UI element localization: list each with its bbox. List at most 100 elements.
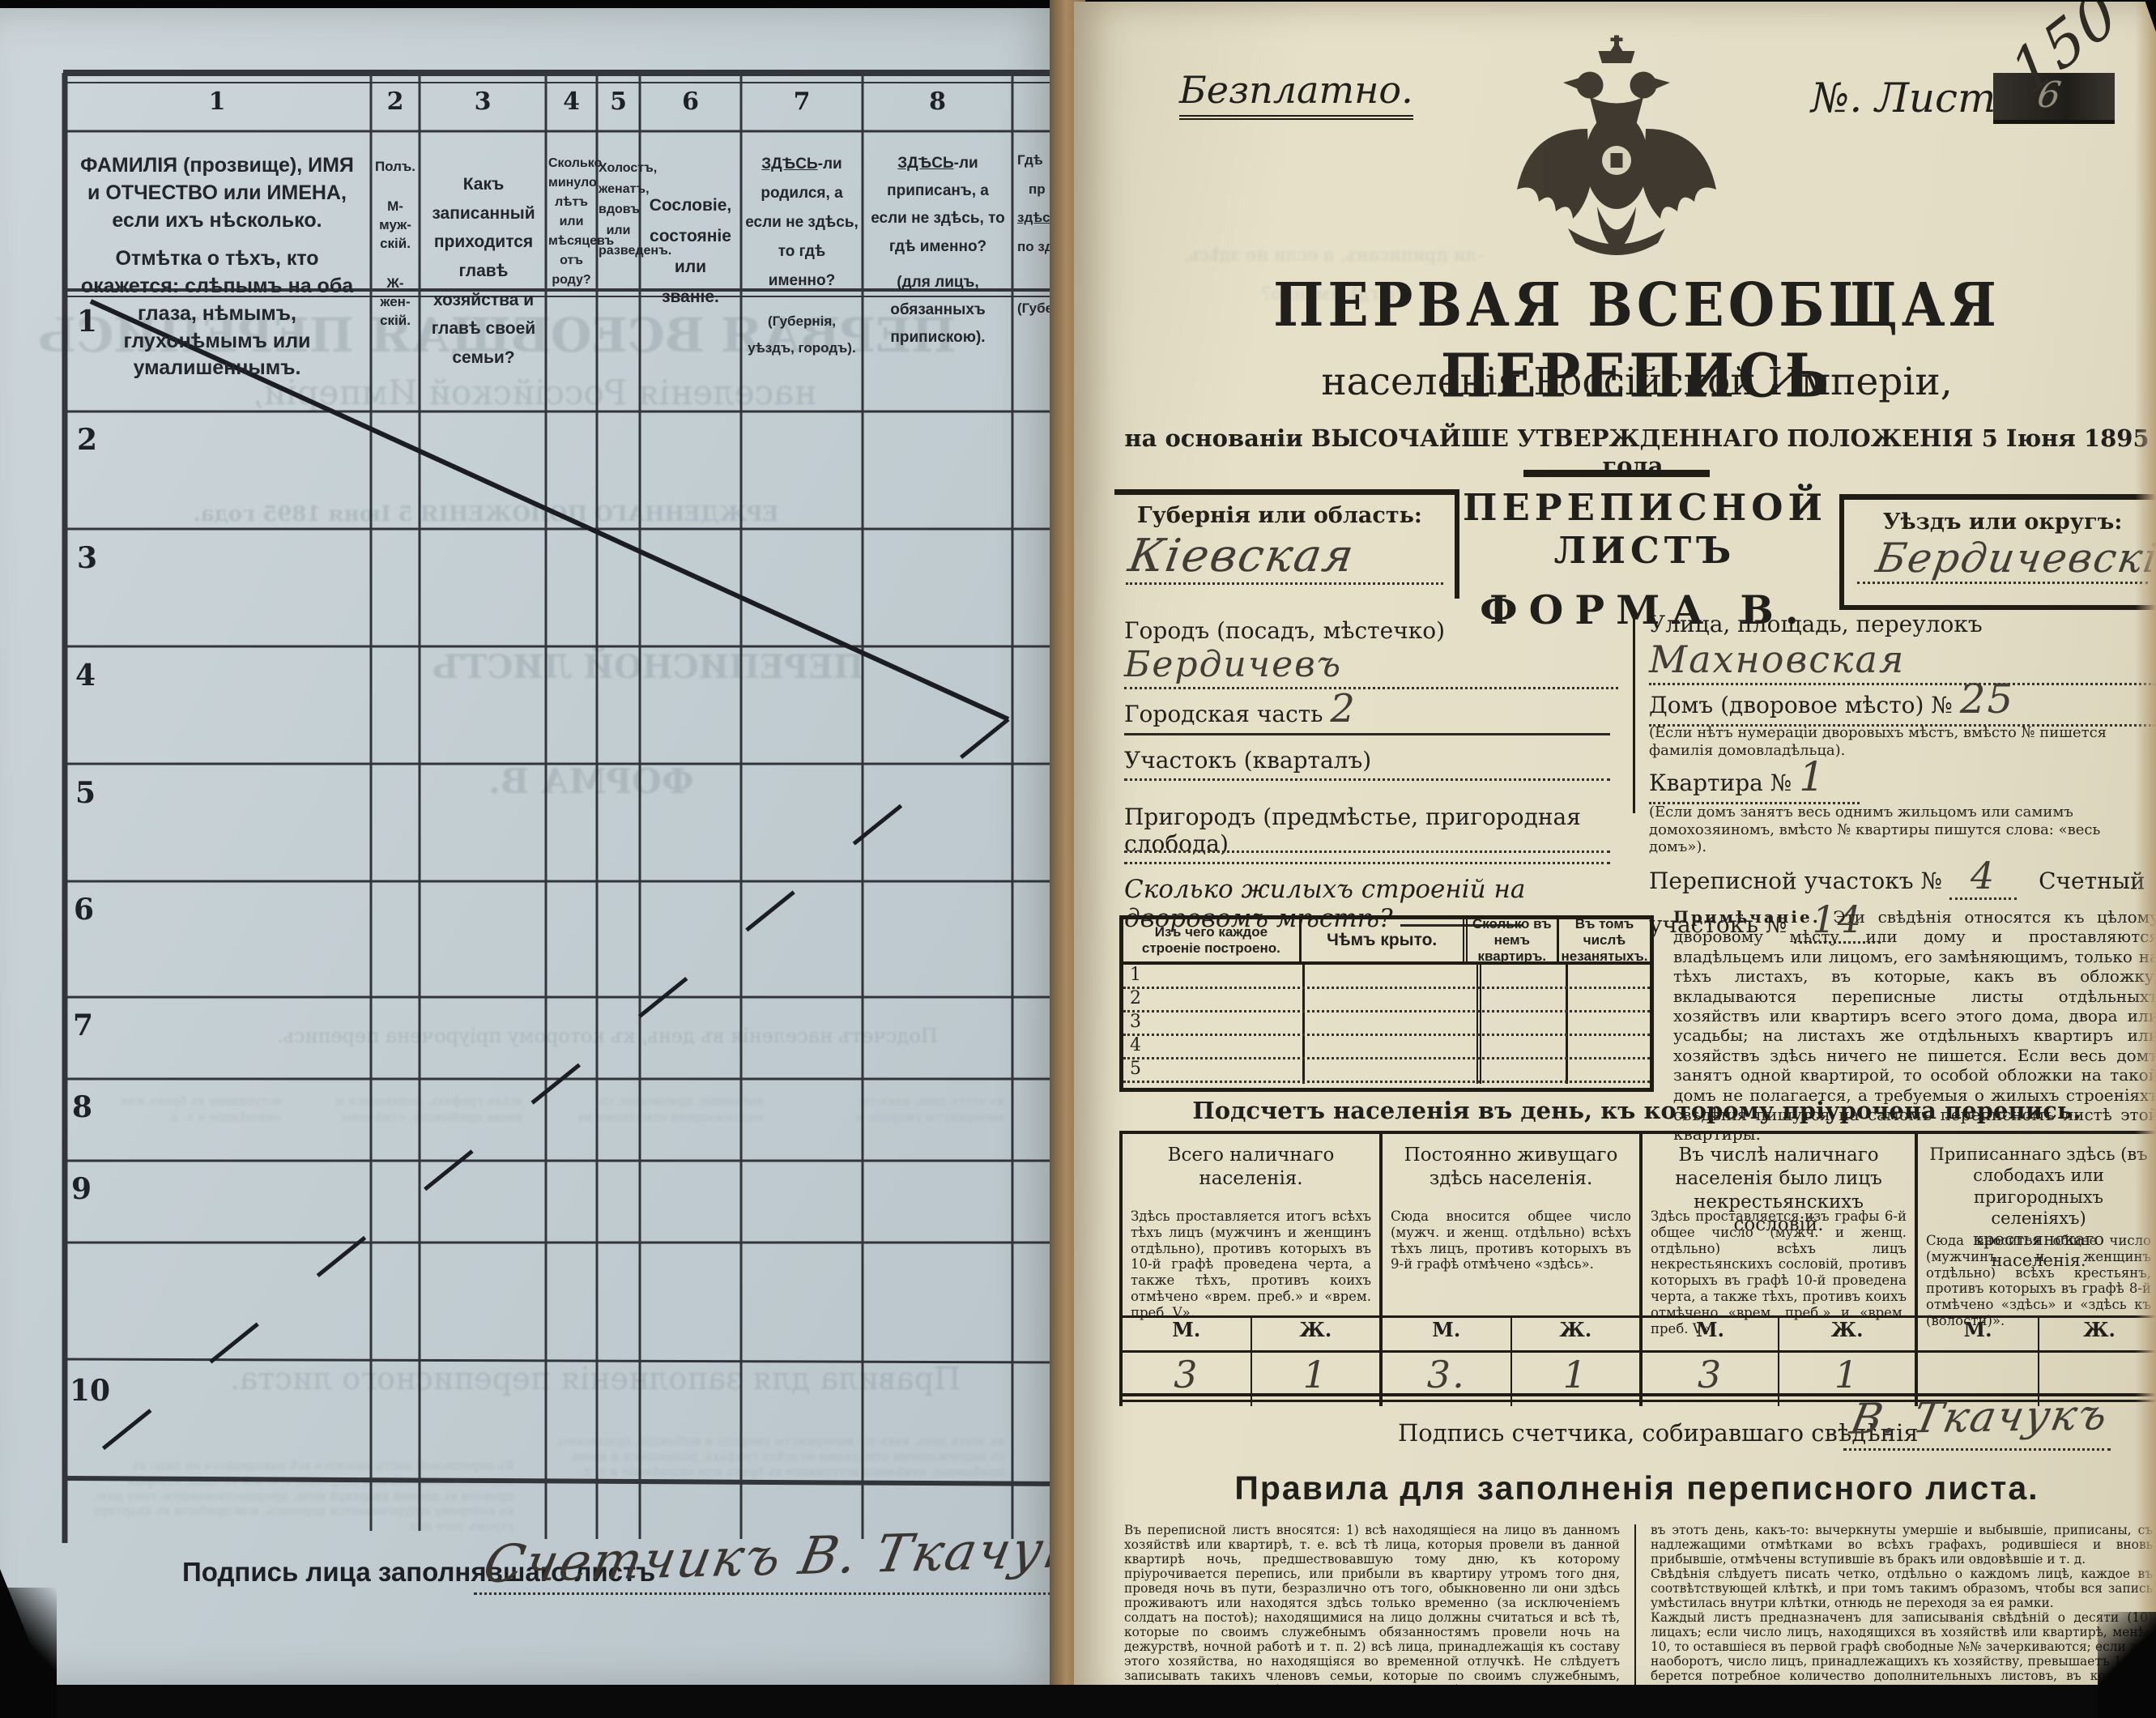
count-value-female: 1 (1302, 1353, 1328, 1396)
buildings-row-number: 2 (1130, 988, 1141, 1008)
note-label: Примѣчаніе. (1673, 907, 1821, 927)
row-number: 6 (74, 893, 95, 927)
count-value-male: 3. (1426, 1353, 1466, 1396)
col-number-4: 4 (563, 87, 580, 116)
census-area-field: Переписной участокъ № 4 Счетный участокъ… (1649, 854, 2156, 944)
count-area-label: Счетный участокъ № (1649, 868, 2145, 938)
house-label: Домъ (дворовое мѣсто) № (1649, 692, 1953, 718)
left-page: ПЕРВАЯ ВСЕОБЩАЯ ПЕРЕПИСЬ населенія Россі… (0, 8, 1063, 1686)
house-value: 25 (1959, 676, 2015, 723)
rules-column-2: въ этотъ день, какъ-то: вычеркнуты умерш… (1651, 1523, 2153, 1706)
row-number: 4 (75, 659, 96, 693)
header-col9-frag: пр (1029, 181, 1046, 197)
form-heading: ПЕРЕПИСНОЙ ЛИСТЪ ФОРМА В. (1463, 486, 1827, 633)
col-number-7: 7 (793, 87, 811, 116)
filler-signature-label: Подпись лица заполнявшаго листъ (182, 1557, 656, 1587)
left-table-grid (62, 70, 1063, 1543)
count-col-registered-peasant: Приписаннаго здѣсь (въ слободахъ или при… (1915, 1134, 2156, 1406)
female-header: Ж. (2038, 1318, 2156, 1350)
header-col6: Сословіе, состояніе или званіе. (649, 196, 732, 307)
header-col3: Какъ записанный приходится главѣ хозяйст… (431, 175, 536, 368)
row-number: 1 (77, 305, 98, 339)
count-table-bottom-rule2 (1119, 1400, 2156, 1402)
header-col1: ФАМИЛІЯ (прозвище), ИМЯ и ОТЧЕСТВО или И… (75, 152, 360, 382)
apartment-value: 1 (1799, 753, 1826, 800)
apartment-note: (Если домъ занятъ весь однимъ жильцомъ и… (1649, 804, 2101, 856)
cancellation-stroke (70, 299, 1010, 1476)
female-header: Ж. (1250, 1318, 1380, 1350)
count-col-desc: Сюда вносится общее число (мужчинъ и жен… (1926, 1233, 2151, 1328)
buildings-table: Изъ чего каждое строеніе построено. Чѣмъ… (1119, 915, 1654, 1092)
house-note: (Если нѣтъ нумераціи дворовыхъ мѣстъ, вм… (1649, 724, 2107, 759)
female-header: Ж. (1510, 1318, 1640, 1350)
header-col8: ЗДѢСЬ-ли приписанъ, а если не здѣсь, то … (868, 150, 1008, 352)
rules-divider (1634, 1524, 1636, 1701)
note-text: Эти свѣдѣнія относятся къ цѣлому дворово… (1673, 907, 2156, 1145)
prigorod-field: Пригородъ (предмѣстье, пригородная слобо… (1124, 804, 1610, 864)
street-label: Улица, площадь, переулокъ (1649, 611, 1983, 637)
title-rule (1523, 470, 1710, 477)
count-col-desc: Здѣсь проставляется итогъ всѣхъ тѣхъ лиц… (1131, 1209, 1371, 1320)
right-page: -ли приписанъ, а если не здѣсь, то гдѣ и… (1074, 2, 2156, 1706)
sheet-number-label: №. Листа (1811, 75, 2021, 121)
city-part-label: Городская часть (1124, 701, 1323, 727)
count-col-permanent: Постоянно живущаго здѣсь населенія. Сюда… (1379, 1134, 1639, 1406)
field-divider (1633, 611, 1635, 813)
header-col8-note: (для лицъ, обязанныхъ припискою). (890, 273, 986, 347)
uezd-label: Уѣздъ или округъ: (1882, 509, 2123, 535)
census-area-label: Переписной участокъ № (1649, 868, 1942, 894)
count-col-desc: Сюда вносится общее число (мужч. и женщ.… (1391, 1209, 1631, 1273)
header-col2: Полъ. М-муж-скій. Ж-жен-скій. (373, 158, 418, 330)
count-table: Всего наличнаго населенія. Здѣсь простав… (1119, 1131, 2156, 1406)
header-col4: Сколько минуло лѣтъ или мѣсяцевъ отъ род… (548, 156, 615, 287)
note-block: Примѣчаніе. Эти свѣдѣнія относятся къ цѣ… (1673, 907, 2156, 1145)
col-number-2: 2 (386, 87, 404, 116)
header-col2-female: Ж-жен-скій. (380, 275, 411, 328)
counter-signature-handwriting: В. Ткачукъ (1846, 1391, 2113, 1444)
house-field: Домъ (дворовое мѣсто) № 25 (1649, 676, 2155, 727)
apartment-field: Квартира № 1 (1649, 753, 1892, 804)
gubernia-value: Кіевская (1124, 530, 1359, 582)
city-value: Бердичевъ (1124, 644, 1343, 685)
buildings-row-number: 5 (1130, 1059, 1141, 1079)
header-col1-names: ФАМИЛІЯ (прозвище), ИМЯ и ОТЧЕСТВО или И… (80, 154, 354, 232)
count-col-title: Приписаннаго здѣсь (въ слободахъ или при… (1929, 1145, 2148, 1271)
male-header: М. (1432, 1318, 1461, 1341)
prigorod-label: Пригородъ (предмѣстье, пригородная слобо… (1124, 804, 1581, 857)
buildings-col-material: Изъ чего каждое строеніе построено. (1141, 924, 1280, 956)
buildings-col-apartments: Сколько въ немъ квартиръ. (1462, 916, 1557, 964)
count-table-bottom-rule (1119, 1393, 2156, 1396)
count-col-title: Всего наличнаго населенія. (1167, 1145, 1335, 1189)
list-title: ПЕРЕПИСНОЙ ЛИСТЪ (1463, 486, 1827, 572)
form-letter: ФОРМА В. (1480, 586, 1810, 633)
header-col2-male: М-муж-скій. (379, 198, 411, 251)
buildings-row-number: 3 (1130, 1012, 1141, 1032)
counter-signature-label: Подпись счетчика, собиравшаго свѣдѣнія (1398, 1419, 1919, 1447)
free-of-charge-label: Безплатно. (1179, 68, 1413, 120)
row-number: 10 (70, 1374, 111, 1408)
buildings-col-roof: Чѣмъ крыто. (1298, 919, 1463, 961)
imperial-eagle-emblem (1517, 35, 1716, 255)
buildings-row-number: 1 (1130, 965, 1141, 985)
col-number-5: 5 (610, 87, 627, 116)
header-col7-lead: ЗДѢСЬ (761, 156, 818, 173)
uezd-value: Бердичевскій (1873, 535, 2156, 582)
gubernia-box: Губернія или область: Кіевская (1114, 489, 1459, 599)
col-number-8: 8 (929, 87, 946, 116)
row-number: 7 (73, 1008, 94, 1042)
header-col8-rest: -ли приписанъ, а если не здѣсь, то гдѣ и… (871, 155, 1005, 255)
rules-heading: Правила для заполненія переписного листа… (1234, 1469, 2039, 1507)
census-subtitle: населенія Россійской Имперіи, (1321, 360, 1953, 404)
street-field: Улица, площадь, переулокъ Махновская (1649, 611, 2155, 685)
row-number: 3 (77, 541, 98, 575)
city-field: Городъ (посадъ, мѣстечко) Бердичевъ (1124, 617, 1618, 689)
count-heading: Подсчетъ населенія въ день, къ которому … (1192, 1097, 2081, 1124)
count-col-title: Въ числѣ наличнаго населенія было лицъ н… (1675, 1145, 1882, 1236)
female-header: Ж. (1778, 1318, 1915, 1350)
count-col-total: Всего наличнаго населенія. Здѣсь простав… (1123, 1134, 1379, 1406)
uchastok-label: Участокъ (кварталъ) (1124, 747, 1372, 774)
uezd-box: Уѣздъ или округъ: Бердичевскій (1839, 494, 2156, 610)
count-col-nonpeasant: Въ числѣ наличнаго населенія было лицъ н… (1639, 1134, 1915, 1406)
counter-signature-line (1843, 1448, 2111, 1451)
header-col5: Холостъ, женатъ, вдовъ или разведенъ. (599, 161, 672, 258)
